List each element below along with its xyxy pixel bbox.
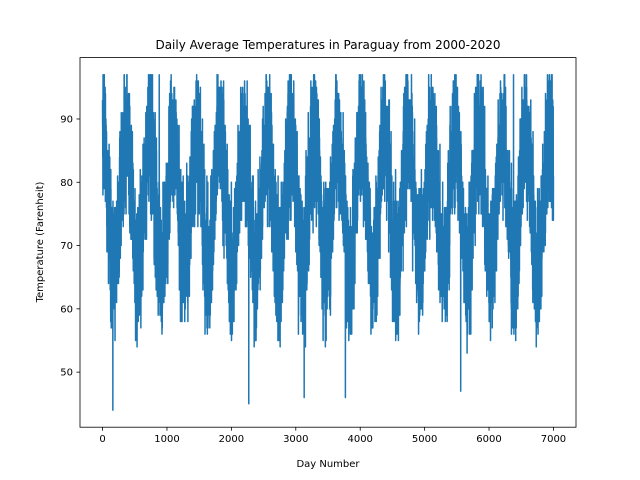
y-axis: 50 60 70 80 90 — [60, 114, 80, 379]
x-tick-label: 5000 — [412, 434, 437, 445]
y-tick-label: 90 — [60, 114, 73, 125]
x-tick-label: 4000 — [347, 434, 372, 445]
plot-area — [79, 57, 577, 428]
x-tick-label: 6000 — [476, 434, 501, 445]
y-tick-label: 50 — [60, 368, 73, 379]
y-tick-label: 80 — [60, 178, 73, 189]
y-tick-label: 70 — [60, 241, 73, 252]
axes-frame — [79, 57, 577, 428]
chart-title: Daily Average Temperatures in Paraguay f… — [155, 38, 500, 52]
x-tick-label: 0 — [99, 434, 105, 445]
x-axis-label: Day Number — [296, 459, 360, 470]
x-axis: 0 1000 2000 3000 4000 5000 6000 7000 — [99, 427, 566, 445]
y-axis-label: Temperature (Farenheit) — [35, 181, 46, 303]
x-tick-label: 7000 — [541, 434, 566, 445]
x-tick-label: 3000 — [283, 434, 308, 445]
y-tick-label: 60 — [60, 304, 73, 315]
x-tick-label: 2000 — [219, 434, 244, 445]
x-tick-label: 1000 — [154, 434, 179, 445]
series-line — [101, 73, 555, 411]
